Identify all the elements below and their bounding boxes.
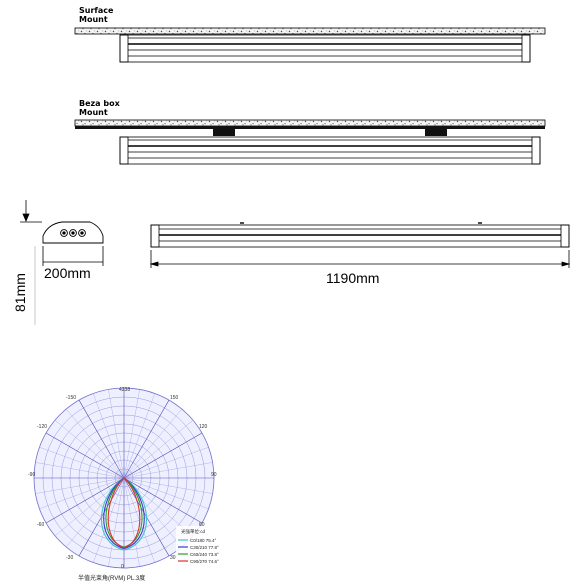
polar-spoke	[123, 420, 194, 479]
polar-spoke	[123, 477, 213, 494]
length-dimension-label: 1190mm	[326, 270, 379, 286]
polar-angle-minus-90: -90	[28, 472, 35, 478]
polar-spoke	[123, 462, 213, 479]
polar-angle-minus-60: -60	[37, 522, 44, 528]
width-dimension	[42, 246, 104, 266]
polar-angle-30: 30	[170, 555, 176, 561]
beza-box-label-line1: Beza box	[79, 99, 121, 108]
polar-spoke	[123, 477, 140, 567]
polar-spoke	[123, 408, 182, 479]
polar-curve-c90	[107, 477, 141, 549]
polar-spoke	[35, 462, 125, 479]
side-view-drawing: 1190mm	[149, 222, 571, 286]
polar-curves	[101, 477, 147, 551]
polar-angle-minus-120: -120	[37, 424, 47, 430]
height-dimension-label: 81mm	[12, 273, 28, 312]
polar-spoke	[123, 432, 203, 479]
polar-spoke	[54, 420, 125, 479]
polar-spoke	[123, 447, 209, 479]
beza-box-right	[425, 126, 447, 136]
beza-box-mount-drawing: Beza box Mount	[74, 99, 546, 165]
polar-angle-minus-30: -30	[66, 555, 73, 561]
beza-box-label-line2: Mount	[79, 108, 108, 117]
polar-spoke	[35, 477, 125, 494]
polar-spoke	[108, 389, 125, 479]
legend-c60: C60/240 73.8°	[190, 552, 219, 557]
luminaire-body	[119, 136, 541, 165]
legend-c30: C30/210 77.8°	[190, 545, 219, 550]
polar-spoke	[93, 393, 125, 479]
width-dimension-label: 200mm	[44, 265, 91, 281]
polar-angle-0: 0	[121, 564, 124, 570]
polar-angle-minus-150: -150	[66, 395, 76, 401]
polar-spoke	[45, 432, 125, 479]
polar-spoke	[123, 477, 209, 509]
polar-curve-c30	[103, 477, 145, 550]
polar-top-value: 4238	[119, 387, 130, 393]
led-lens-icon	[60, 229, 86, 237]
polar-angle-90: 90	[211, 472, 217, 478]
luminaire-body	[150, 222, 570, 248]
ceiling-slab	[74, 27, 546, 35]
polar-spoke	[123, 399, 170, 479]
polar-spoke	[39, 447, 125, 479]
polar-caption: 半值光束角(RVM) PL.3度	[78, 574, 145, 582]
length-dimension	[149, 250, 571, 268]
legend-c0: C0/180 75.4°	[190, 538, 217, 543]
polar-curve-c0	[101, 477, 147, 551]
polar-curve-c60	[105, 477, 143, 548]
legend-c90: C90/270 74.6°	[190, 559, 219, 564]
polar-spoke	[78, 399, 125, 479]
cross-section-drawing: 81mm 200mm	[12, 200, 104, 325]
beza-box-left	[213, 126, 235, 136]
surface-mount-drawing: Surface Mount	[74, 6, 546, 63]
polar-spoke	[123, 393, 155, 479]
polar-spoke	[123, 389, 140, 479]
polar-spoke	[123, 477, 203, 524]
polar-angle-120: 120	[199, 424, 208, 430]
surface-mount-label-line2: Mount	[79, 15, 108, 24]
mounting-channel	[75, 126, 545, 129]
height-dimension	[20, 200, 42, 325]
polar-spoke	[39, 477, 125, 509]
polar-angle-60: 60	[199, 522, 205, 528]
polar-spoke	[108, 477, 125, 567]
section-profile	[42, 221, 104, 244]
polar-spoke	[45, 477, 125, 524]
polar-angle-150: 150	[170, 395, 179, 401]
luminaire-body	[119, 34, 531, 63]
ceiling-slab	[74, 119, 546, 127]
polar-intensity-diagram: 4238 -150 150 -120 120 -90 90 -60 60 -30…	[28, 387, 242, 582]
polar-legend: 光強單位:cd C0/180 75.4° C30/210 77.8° C60/2…	[176, 526, 242, 564]
legend-title: 光強單位:cd	[181, 528, 205, 535]
surface-mount-label-line1: Surface	[79, 6, 114, 15]
polar-spoke	[66, 408, 125, 479]
